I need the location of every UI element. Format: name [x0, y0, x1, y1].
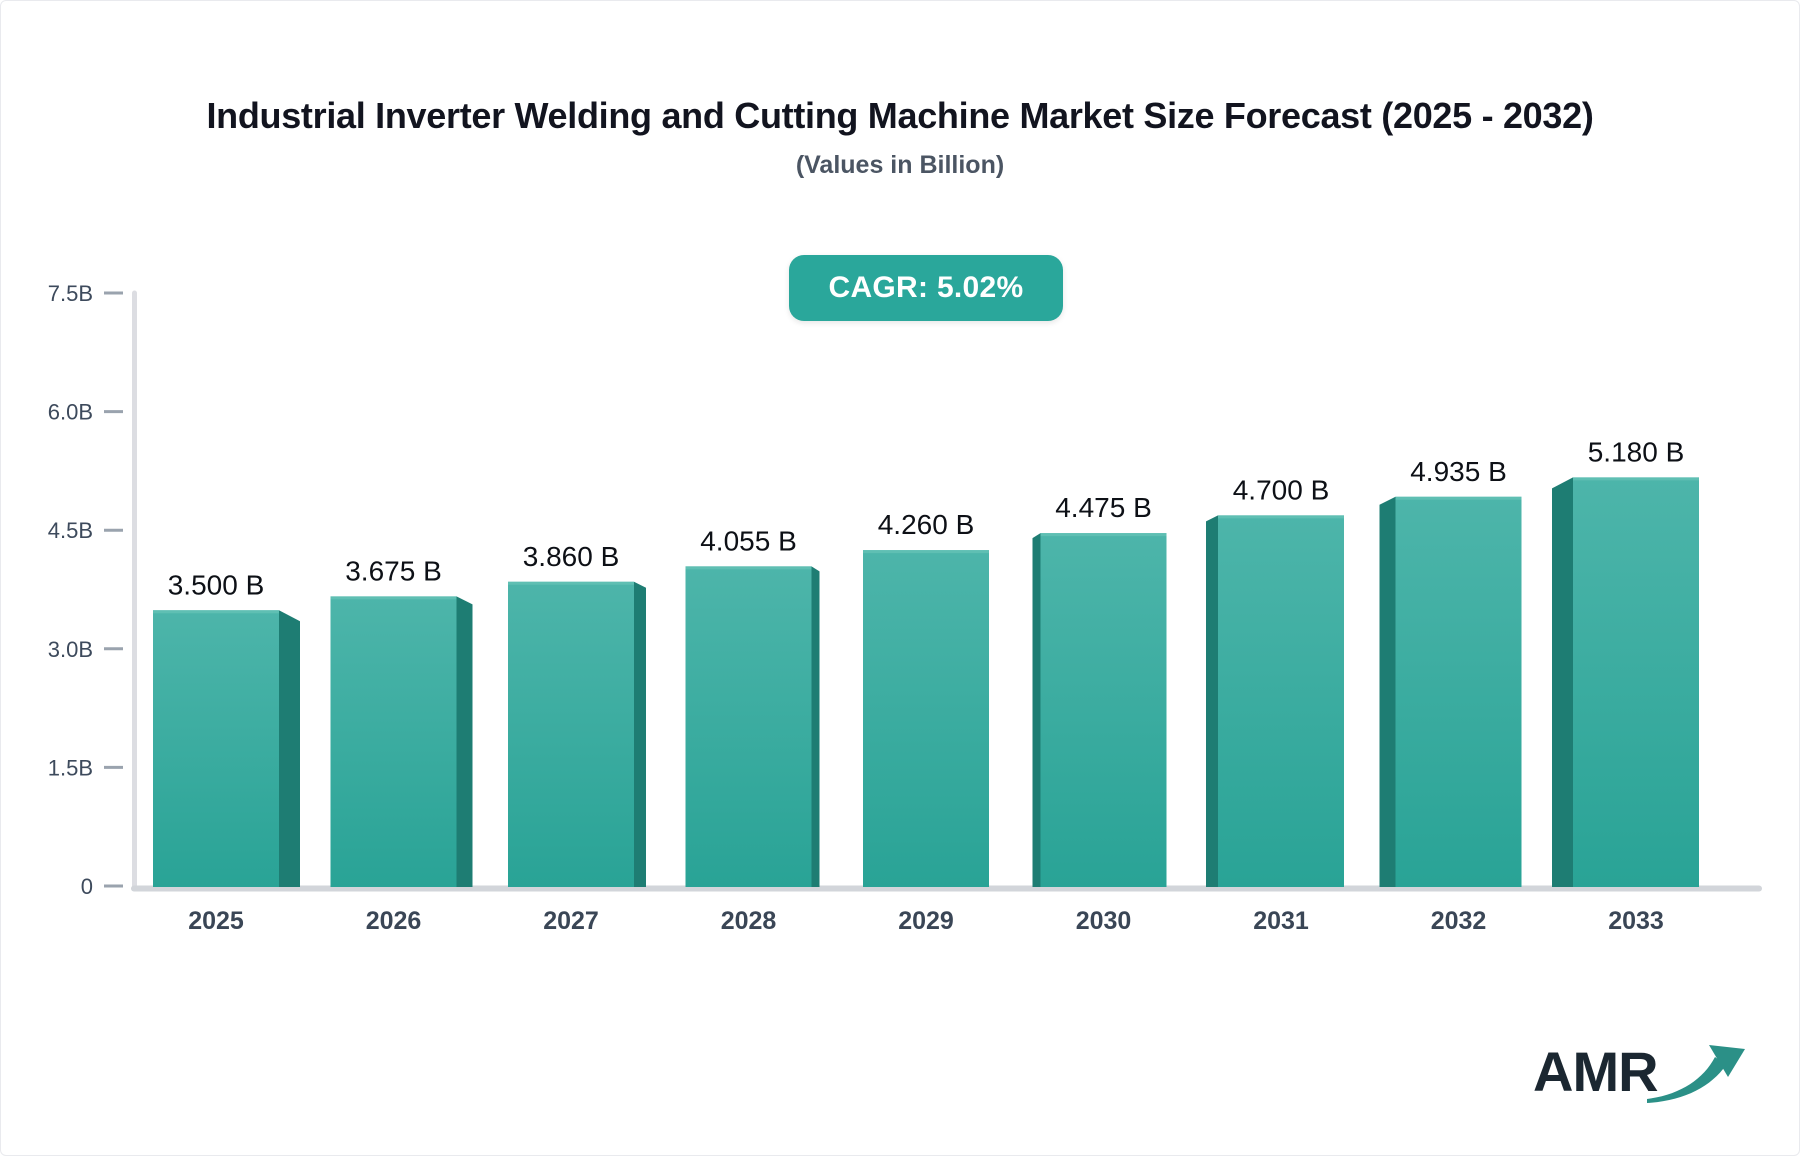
bar-value-label: 3.675 B [345, 555, 442, 586]
x-axis-label: 2031 [1253, 907, 1309, 935]
page-title: Industrial Inverter Welding and Cutting … [206, 95, 1594, 136]
y-axis-label: 3.0B [48, 637, 93, 662]
x-axis-label: 2025 [188, 907, 244, 935]
bar-side-face [811, 566, 820, 887]
x-axis-label: 2033 [1608, 907, 1664, 935]
y-axis-label: 7.5B [48, 281, 93, 306]
y-axis-label: 1.5B [48, 755, 93, 780]
bar-front-face [508, 581, 634, 887]
bar-2028 [685, 566, 820, 887]
bar-front-face [1040, 533, 1167, 887]
bar-side-face [1032, 533, 1041, 887]
bar-2025 [153, 610, 300, 887]
bar-front-face [153, 610, 279, 887]
bar-2029 [863, 550, 989, 887]
bar-side-face [1552, 477, 1573, 887]
bar-front-face [863, 550, 989, 887]
bar-value-label: 3.500 B [168, 569, 265, 600]
bar-side-face [1379, 496, 1396, 887]
bar-front-face [1573, 477, 1699, 887]
bar-front-face [685, 566, 812, 887]
bar-2033 [1552, 477, 1699, 887]
brand-logo: AMR [1533, 1033, 1745, 1117]
bar-side-face [634, 581, 646, 887]
bar-front-face [330, 596, 457, 887]
bar-value-label: 4.055 B [700, 525, 797, 556]
bar-value-label: 4.935 B [1410, 456, 1507, 487]
bar-2032 [1379, 496, 1522, 887]
x-axis-label: 2030 [1076, 907, 1132, 935]
x-axis-label: 2032 [1431, 907, 1487, 935]
y-axis-label: 6.0B [48, 400, 93, 425]
x-axis-label: 2029 [898, 907, 954, 935]
x-axis-label: 2026 [366, 907, 422, 935]
x-axis-label: 2028 [721, 907, 777, 935]
y-axis-label: 4.5B [48, 518, 93, 543]
bar-value-label: 5.180 B [1588, 436, 1685, 467]
brand-logo-text: AMR [1533, 1040, 1659, 1103]
cagr-badge: CAGR: 5.02% [789, 255, 1063, 321]
bar-2026 [330, 596, 473, 887]
bar-2031 [1206, 515, 1344, 887]
bar-front-face [1218, 515, 1344, 887]
bar-side-face [456, 596, 473, 887]
bar-2027 [508, 581, 646, 887]
y-axis-label: 0 [81, 874, 93, 899]
bar-front-face [1395, 496, 1522, 887]
chart-header: Industrial Inverter Welding and Cutting … [1, 95, 1799, 180]
bar-value-label: 4.260 B [878, 509, 975, 540]
bar-side-face [279, 610, 300, 887]
bar-value-label: 4.475 B [1055, 492, 1152, 523]
growth-arrow-icon [1647, 1045, 1745, 1103]
cagr-badge-label: CAGR: 5.02% [828, 271, 1024, 304]
bar-2030 [1032, 533, 1167, 887]
page-subtitle: (Values in Billion) [795, 151, 1005, 179]
x-axis-label: 2027 [543, 907, 599, 935]
bar-value-label: 3.860 B [523, 541, 620, 572]
bar-side-face [1206, 515, 1218, 887]
bar-value-label: 4.700 B [1233, 474, 1330, 505]
